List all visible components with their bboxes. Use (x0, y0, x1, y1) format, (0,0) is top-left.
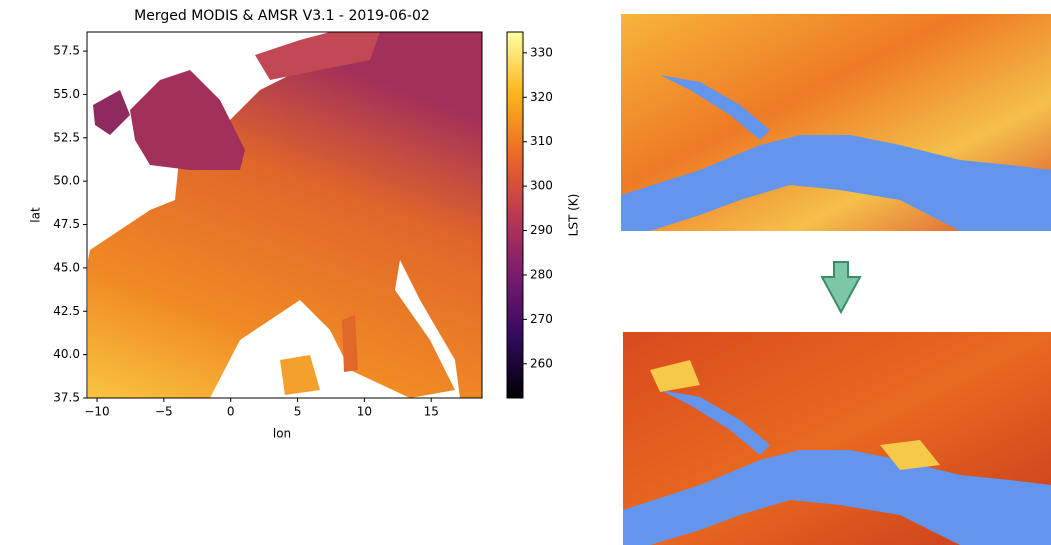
axes-frame (86, 31, 483, 399)
y-tick-label: 40.0 (53, 347, 80, 361)
y-tick-label: 37.5 (53, 391, 80, 405)
colorbar-tick-label: 280 (530, 267, 553, 281)
colorbar-label: LST (K) (567, 194, 581, 237)
colorbar-tick-label: 310 (530, 134, 553, 148)
x-tick-label: 0 (227, 405, 235, 419)
colorbar (506, 31, 524, 399)
y-tick-label: 50.0 (53, 174, 80, 188)
down-arrow (820, 261, 862, 315)
colorbar-tick-label: 320 (530, 90, 553, 104)
colorbar-tick-label: 330 (530, 45, 553, 59)
x-tick-label: 10 (357, 405, 372, 419)
y-tick-label: 47.5 (53, 217, 80, 231)
colorbar-tick-label: 270 (530, 312, 553, 326)
x-tick-label: 15 (424, 405, 439, 419)
y-axis-label: lat (29, 207, 43, 223)
y-tick-label: 45.0 (53, 260, 80, 274)
colorbar-tick-label: 290 (530, 223, 553, 237)
y-tick-label: 52.5 (53, 130, 80, 144)
colorbar-tick-label: 260 (530, 356, 553, 370)
y-tick-label: 55.0 (53, 87, 80, 101)
x-axis-label: lon (273, 427, 291, 441)
x-tick-label: −5 (155, 405, 173, 419)
fine-lst-image (623, 332, 1051, 545)
y-tick-label: 57.5 (53, 44, 80, 58)
colorbar-tick-label: 300 (530, 179, 553, 193)
x-tick-label: −10 (84, 405, 109, 419)
coarse-lst-image (621, 14, 1051, 231)
x-tick-label: 5 (294, 405, 302, 419)
y-tick-label: 42.5 (53, 304, 80, 318)
map-land (88, 32, 482, 398)
plot-title: Merged MODIS & AMSR V3.1 - 2019-06-02 (134, 8, 430, 24)
